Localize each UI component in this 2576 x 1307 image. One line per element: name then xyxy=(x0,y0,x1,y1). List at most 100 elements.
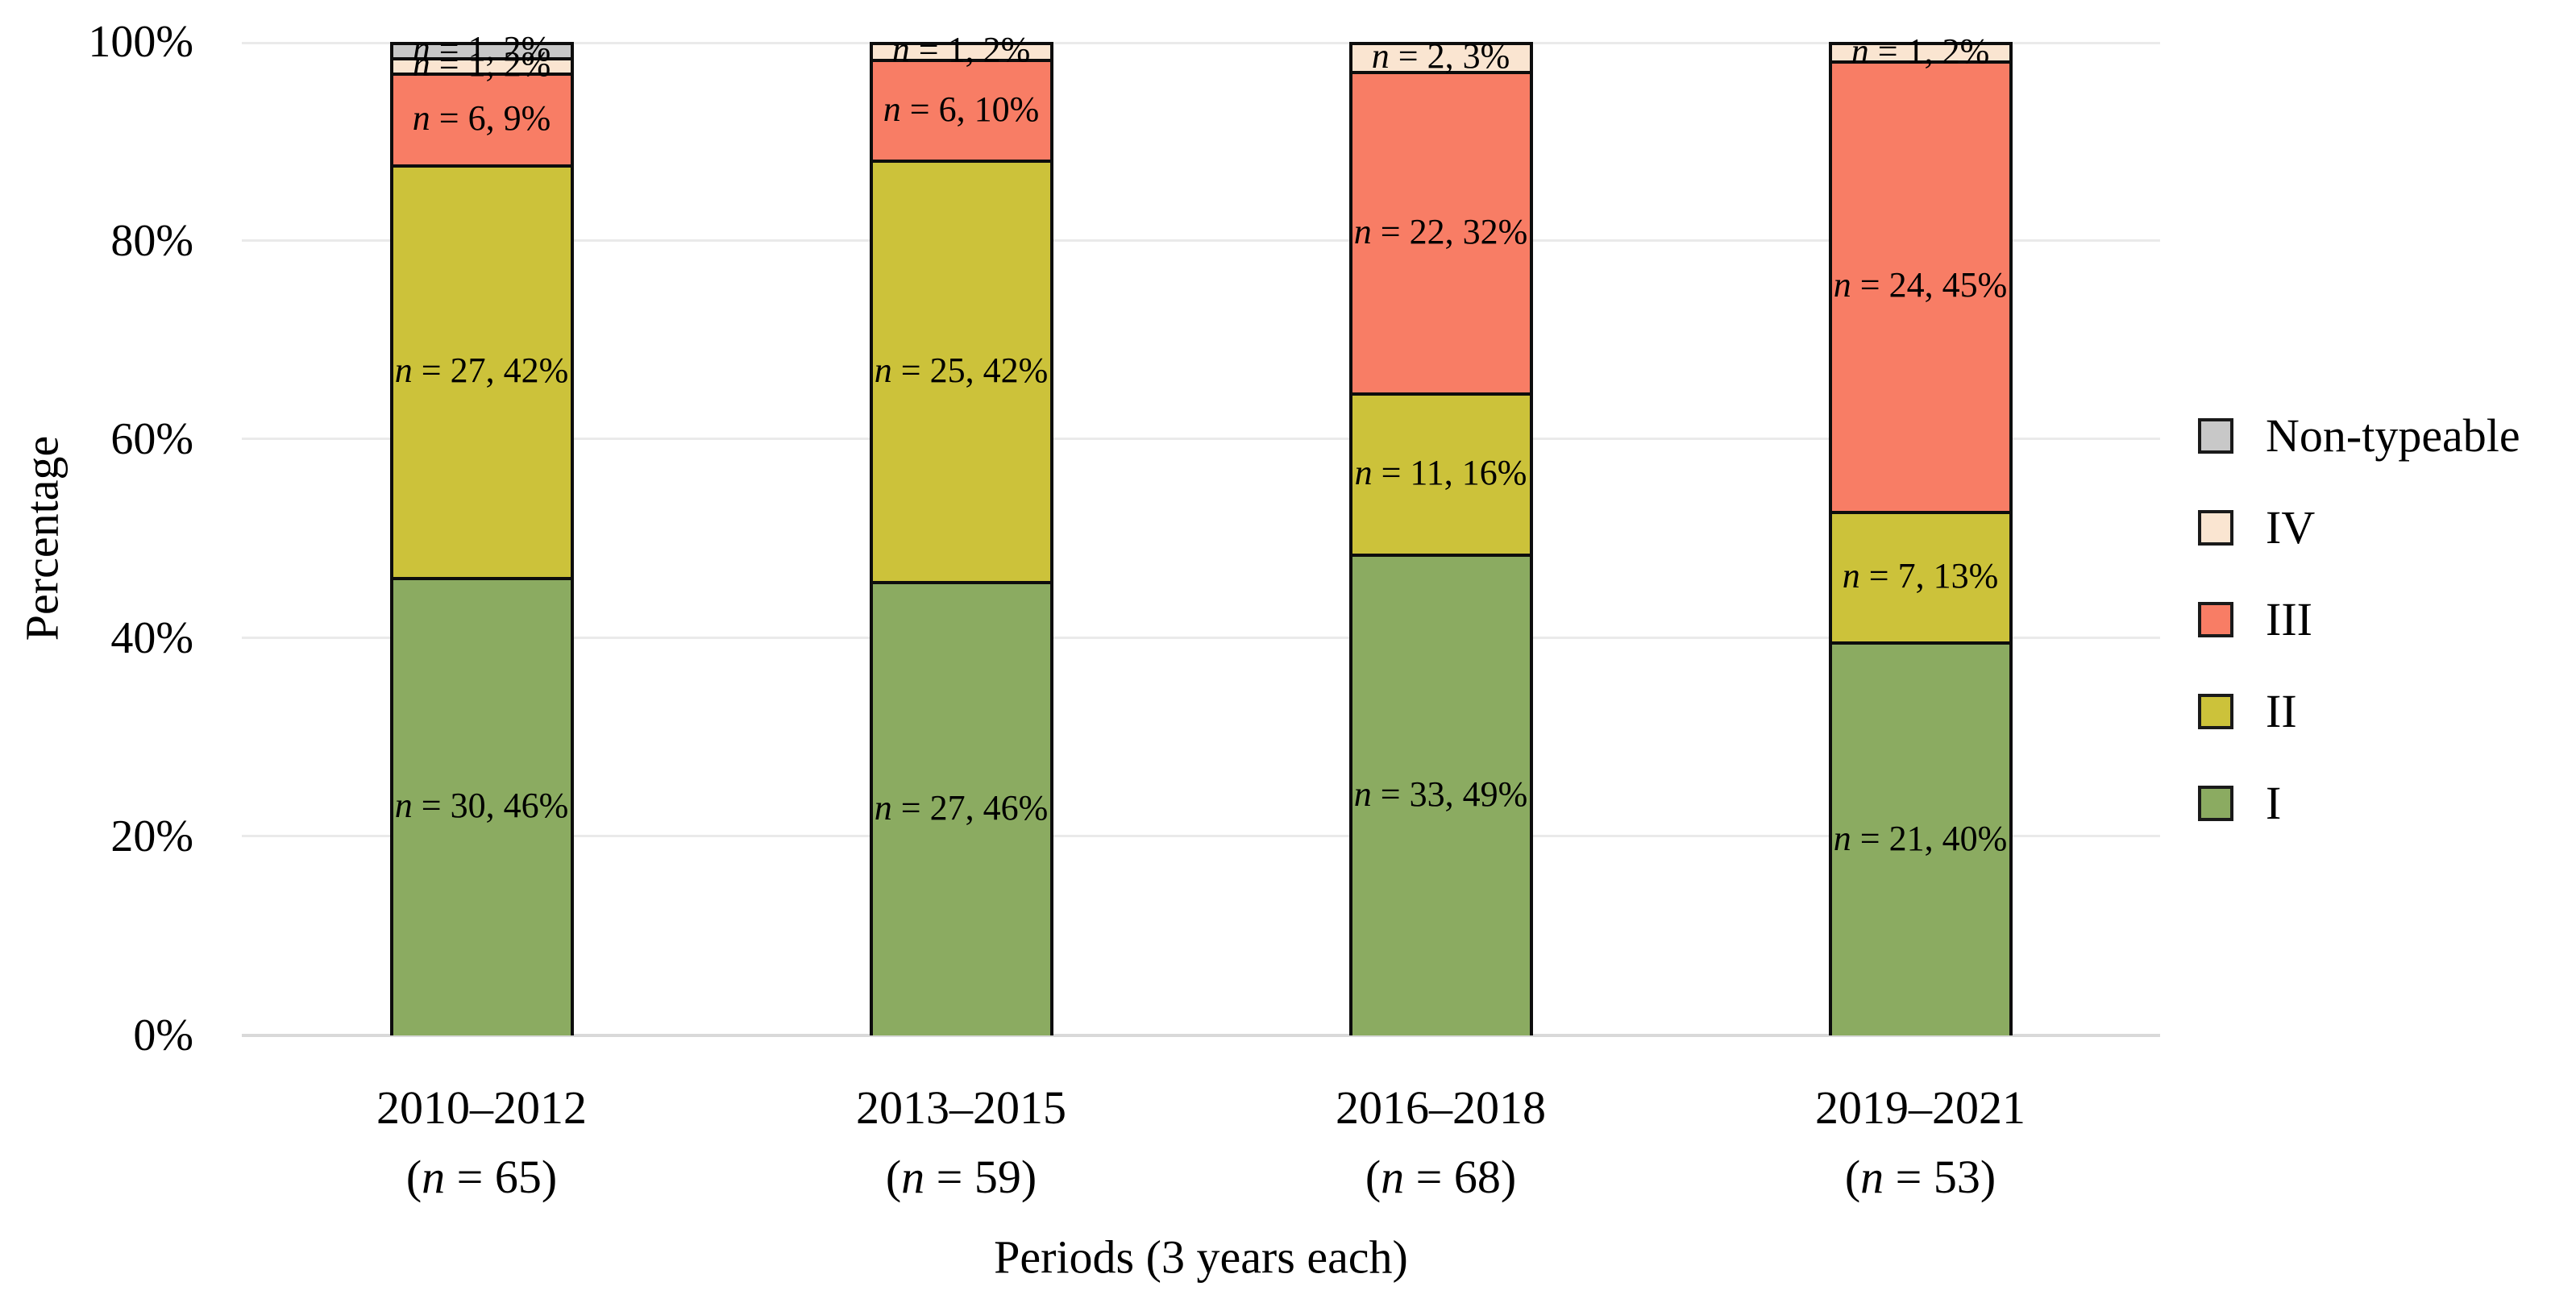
category-period-label: 2010–2012 xyxy=(376,1081,587,1134)
n-symbol: n xyxy=(412,29,430,69)
n-symbol: n xyxy=(1381,1151,1405,1203)
bar-segment-I xyxy=(1352,553,1530,1035)
bar-segment-II xyxy=(393,164,571,577)
n-symbol: n xyxy=(883,89,901,129)
bar-segment-III xyxy=(393,72,571,164)
legend-marker-IV xyxy=(2198,510,2233,546)
segment-label-IV: n = 1, 2% xyxy=(1851,31,1990,71)
bar-segment-II xyxy=(1831,510,2009,642)
segment-label-III: n = 6, 10% xyxy=(883,89,1040,129)
gridline-100% xyxy=(242,42,2160,44)
legend-item-II: II xyxy=(2198,688,2520,735)
n-symbol: n xyxy=(1354,452,1373,492)
gridline-20% xyxy=(242,835,2160,838)
legend-item-IV: IV xyxy=(2198,504,2520,551)
segment-label-II: n = 7, 13% xyxy=(1842,556,1999,596)
y-tick-label-60%: 60% xyxy=(110,414,193,465)
gridline-60% xyxy=(242,438,2160,441)
gridline-80% xyxy=(242,239,2160,242)
bar-segment-IV xyxy=(1831,42,2009,61)
legend-label-IV: IV xyxy=(2266,501,2316,554)
bar-segment-III xyxy=(1831,60,2009,511)
n-symbol: n xyxy=(1353,774,1372,814)
segment-label-IV: n = 1, 2% xyxy=(891,30,1031,70)
legend-marker-Non-typeable xyxy=(2198,418,2233,454)
category-n-label: (n = 59) xyxy=(885,1151,1037,1203)
n-symbol: n xyxy=(1353,211,1372,251)
n-symbol: n xyxy=(1842,556,1860,596)
segment-label-Non-typeable: n = 1, 2% xyxy=(412,29,551,69)
n-symbol: n xyxy=(1371,36,1390,77)
bar-segment-I xyxy=(393,576,571,1035)
bar-column-2013–2015: n = 27, 46% n = 25, 42% n = 6, 10% n = 1, 2… xyxy=(869,31,1053,1035)
legend-item-Non-typeable: Non-typeable xyxy=(2198,413,2520,459)
n-symbol: n xyxy=(1860,1151,1884,1203)
segment-label-III: n = 24, 45% xyxy=(1833,265,2008,305)
n-symbol: n xyxy=(412,44,430,85)
n-symbol: n xyxy=(412,98,430,138)
legend-marker-I xyxy=(2198,786,2233,821)
category-n-label: (n = 68) xyxy=(1365,1151,1517,1203)
legend-marker-II xyxy=(2198,694,2233,729)
bar-column-2010–2012: n = 30, 46% n = 27, 42% n = 6, 9% n = 1, 2%… xyxy=(389,30,574,1035)
legend-item-III: III xyxy=(2198,596,2520,643)
bar-segment-I xyxy=(872,580,1050,1035)
bar-segment-Non-typeable xyxy=(393,42,571,57)
n-symbol: n xyxy=(874,350,892,390)
n-symbol: n xyxy=(422,1151,446,1203)
segment-label-I: n = 33, 49% xyxy=(1353,774,1528,814)
x-axis-line xyxy=(242,1034,2160,1037)
n-symbol: n xyxy=(901,1151,925,1203)
n-symbol: n xyxy=(1851,31,1869,71)
n-symbol: n xyxy=(394,350,413,390)
n-symbol: n xyxy=(394,786,413,826)
category-n-label: (n = 53) xyxy=(1844,1151,1996,1203)
legend-label-I: I xyxy=(2266,777,2282,829)
category-period-label: 2016–2018 xyxy=(1336,1081,1546,1134)
segment-label-III: n = 6, 9% xyxy=(412,98,551,138)
bar-segment-III xyxy=(872,58,1050,160)
bar-column-2019–2021: n = 21, 40% n = 7, 13% n = 24, 45% n = 1, 2… xyxy=(1828,31,2013,1035)
bar-segment-IV xyxy=(1352,42,1530,72)
y-tick-label-0%: 0% xyxy=(133,1010,193,1060)
x-axis-title: Periods (3 years each) xyxy=(994,1230,1408,1284)
category-label-2010–2012: 2010–2012 (n = 65) xyxy=(376,1073,587,1212)
bar-segment-I xyxy=(1831,641,2009,1035)
n-symbol: n xyxy=(874,787,892,828)
segment-label-IV: n = 2, 3% xyxy=(1371,36,1510,77)
segment-label-IV: n = 1, 2% xyxy=(412,44,551,85)
segment-label-II: n = 25, 42% xyxy=(874,350,1049,390)
n-symbol: n xyxy=(1833,818,1851,858)
category-period-label: 2019–2021 xyxy=(1815,1081,2025,1134)
bar-segment-III xyxy=(1352,71,1530,393)
n-symbol: n xyxy=(891,30,910,70)
legend: Non-typeable IV III II I xyxy=(2198,413,2520,872)
segment-label-I: n = 27, 46% xyxy=(874,787,1049,828)
category-label-2019–2021: 2019–2021 (n = 53) xyxy=(1815,1073,2025,1212)
n-symbol: n xyxy=(1833,265,1851,305)
bar-segment-II xyxy=(872,160,1050,581)
legend-item-I: I xyxy=(2198,780,2520,827)
segment-label-III: n = 22, 32% xyxy=(1353,211,1528,251)
legend-label-III: III xyxy=(2266,593,2312,645)
gridline-40% xyxy=(242,636,2160,639)
y-tick-label-40%: 40% xyxy=(110,612,193,663)
bar-column-2016–2018: n = 33, 49% n = 11, 16% n = 22, 32% n = 2, … xyxy=(1348,37,1533,1035)
legend-marker-III xyxy=(2198,602,2233,637)
y-tick-label-100%: 100% xyxy=(88,17,193,67)
y-tick-label-80%: 80% xyxy=(110,215,193,266)
segment-label-II: n = 11, 16% xyxy=(1354,452,1527,492)
bar-segment-II xyxy=(1352,392,1530,554)
segment-label-I: n = 30, 46% xyxy=(394,786,569,826)
category-period-label: 2013–2015 xyxy=(856,1081,1066,1134)
segment-label-II: n = 27, 42% xyxy=(394,350,569,390)
plot-area: n = 30, 46% n = 27, 42% n = 6, 9% n = 1, 2%… xyxy=(242,30,2160,1037)
y-axis-title: Percentage xyxy=(15,435,69,641)
category-n-label: (n = 65) xyxy=(405,1151,558,1203)
category-label-2013–2015: 2013–2015 (n = 59) xyxy=(856,1073,1066,1212)
bar-segment-IV xyxy=(872,42,1050,59)
y-tick-label-20%: 20% xyxy=(110,811,193,862)
segment-label-I: n = 21, 40% xyxy=(1833,818,2008,858)
legend-label-II: II xyxy=(2266,685,2297,737)
